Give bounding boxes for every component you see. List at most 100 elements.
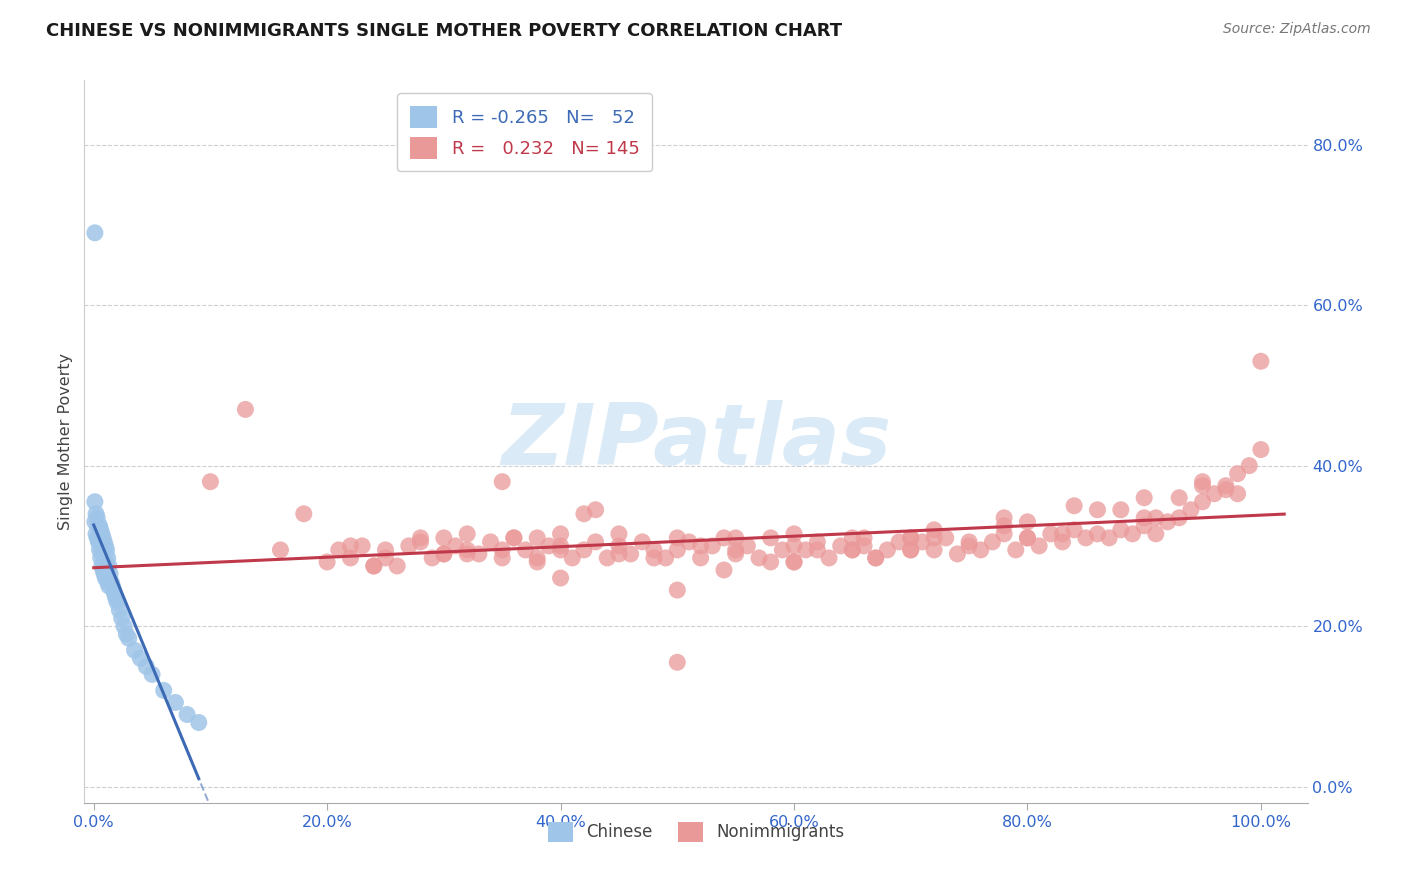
Point: [491, 542, 513, 557]
Text: Source: ZipAtlas.com: Source: ZipAtlas.com: [1223, 22, 1371, 37]
Point: [93, 534, 115, 549]
Point: [1215, 483, 1237, 497]
Point: [409, 534, 432, 549]
Point: [970, 542, 993, 557]
Point: [689, 551, 711, 566]
Point: [526, 555, 548, 569]
Point: [620, 547, 643, 561]
Point: [363, 558, 385, 573]
Point: [165, 696, 187, 710]
Point: [111, 611, 134, 625]
Point: [433, 547, 456, 561]
Point: [101, 579, 124, 593]
Point: [1191, 494, 1213, 508]
Point: [456, 526, 478, 541]
Point: [876, 542, 898, 557]
Point: [935, 531, 957, 545]
Point: [841, 531, 863, 545]
Point: [1156, 515, 1178, 529]
Point: [97, 551, 120, 566]
Point: [91, 547, 114, 561]
Point: [89, 542, 111, 557]
Point: [398, 539, 420, 553]
Point: [100, 574, 122, 589]
Point: [456, 542, 478, 557]
Point: [585, 534, 607, 549]
Point: [830, 539, 852, 553]
Point: [550, 539, 572, 553]
Point: [783, 539, 806, 553]
Point: [911, 534, 934, 549]
Point: [1098, 531, 1121, 545]
Point: [1039, 526, 1062, 541]
Point: [90, 526, 112, 541]
Point: [724, 531, 747, 545]
Point: [853, 531, 876, 545]
Point: [783, 555, 806, 569]
Point: [922, 542, 945, 557]
Point: [83, 226, 105, 240]
Point: [129, 651, 152, 665]
Point: [104, 591, 127, 606]
Point: [90, 558, 112, 573]
Point: [491, 551, 513, 566]
Point: [84, 526, 107, 541]
Point: [96, 563, 118, 577]
Point: [105, 595, 128, 609]
Point: [124, 643, 146, 657]
Point: [550, 571, 572, 585]
Point: [853, 539, 876, 553]
Point: [515, 542, 537, 557]
Point: [981, 534, 1004, 549]
Point: [689, 539, 711, 553]
Point: [1017, 515, 1039, 529]
Point: [118, 632, 141, 646]
Point: [748, 551, 770, 566]
Point: [235, 402, 257, 417]
Point: [479, 534, 502, 549]
Point: [783, 555, 806, 569]
Point: [607, 539, 630, 553]
Point: [491, 475, 513, 489]
Point: [957, 534, 980, 549]
Point: [97, 558, 120, 573]
Point: [1168, 510, 1191, 524]
Point: [946, 547, 969, 561]
Point: [759, 555, 782, 569]
Point: [90, 542, 112, 557]
Point: [97, 574, 120, 589]
Point: [1074, 531, 1097, 545]
Point: [887, 534, 910, 549]
Point: [865, 551, 887, 566]
Point: [328, 542, 350, 557]
Point: [385, 558, 408, 573]
Point: [1052, 534, 1074, 549]
Text: CHINESE VS NONIMMIGRANTS SINGLE MOTHER POVERTY CORRELATION CHART: CHINESE VS NONIMMIGRANTS SINGLE MOTHER P…: [46, 22, 842, 40]
Point: [94, 555, 117, 569]
Point: [737, 539, 759, 553]
Point: [818, 551, 841, 566]
Point: [550, 542, 572, 557]
Point: [187, 715, 209, 730]
Point: [1087, 502, 1109, 516]
Point: [86, 510, 108, 524]
Point: [1017, 531, 1039, 545]
Point: [84, 507, 107, 521]
Point: [585, 502, 607, 516]
Point: [806, 542, 828, 557]
Point: [526, 531, 548, 545]
Point: [841, 542, 863, 557]
Point: [1109, 502, 1132, 516]
Point: [152, 683, 174, 698]
Point: [200, 475, 222, 489]
Point: [993, 510, 1015, 524]
Text: ZIPatlas: ZIPatlas: [501, 400, 891, 483]
Point: [115, 627, 138, 641]
Point: [363, 558, 385, 573]
Point: [104, 587, 127, 601]
Point: [713, 531, 735, 545]
Point: [900, 542, 922, 557]
Point: [112, 619, 135, 633]
Point: [1109, 523, 1132, 537]
Point: [666, 583, 689, 598]
